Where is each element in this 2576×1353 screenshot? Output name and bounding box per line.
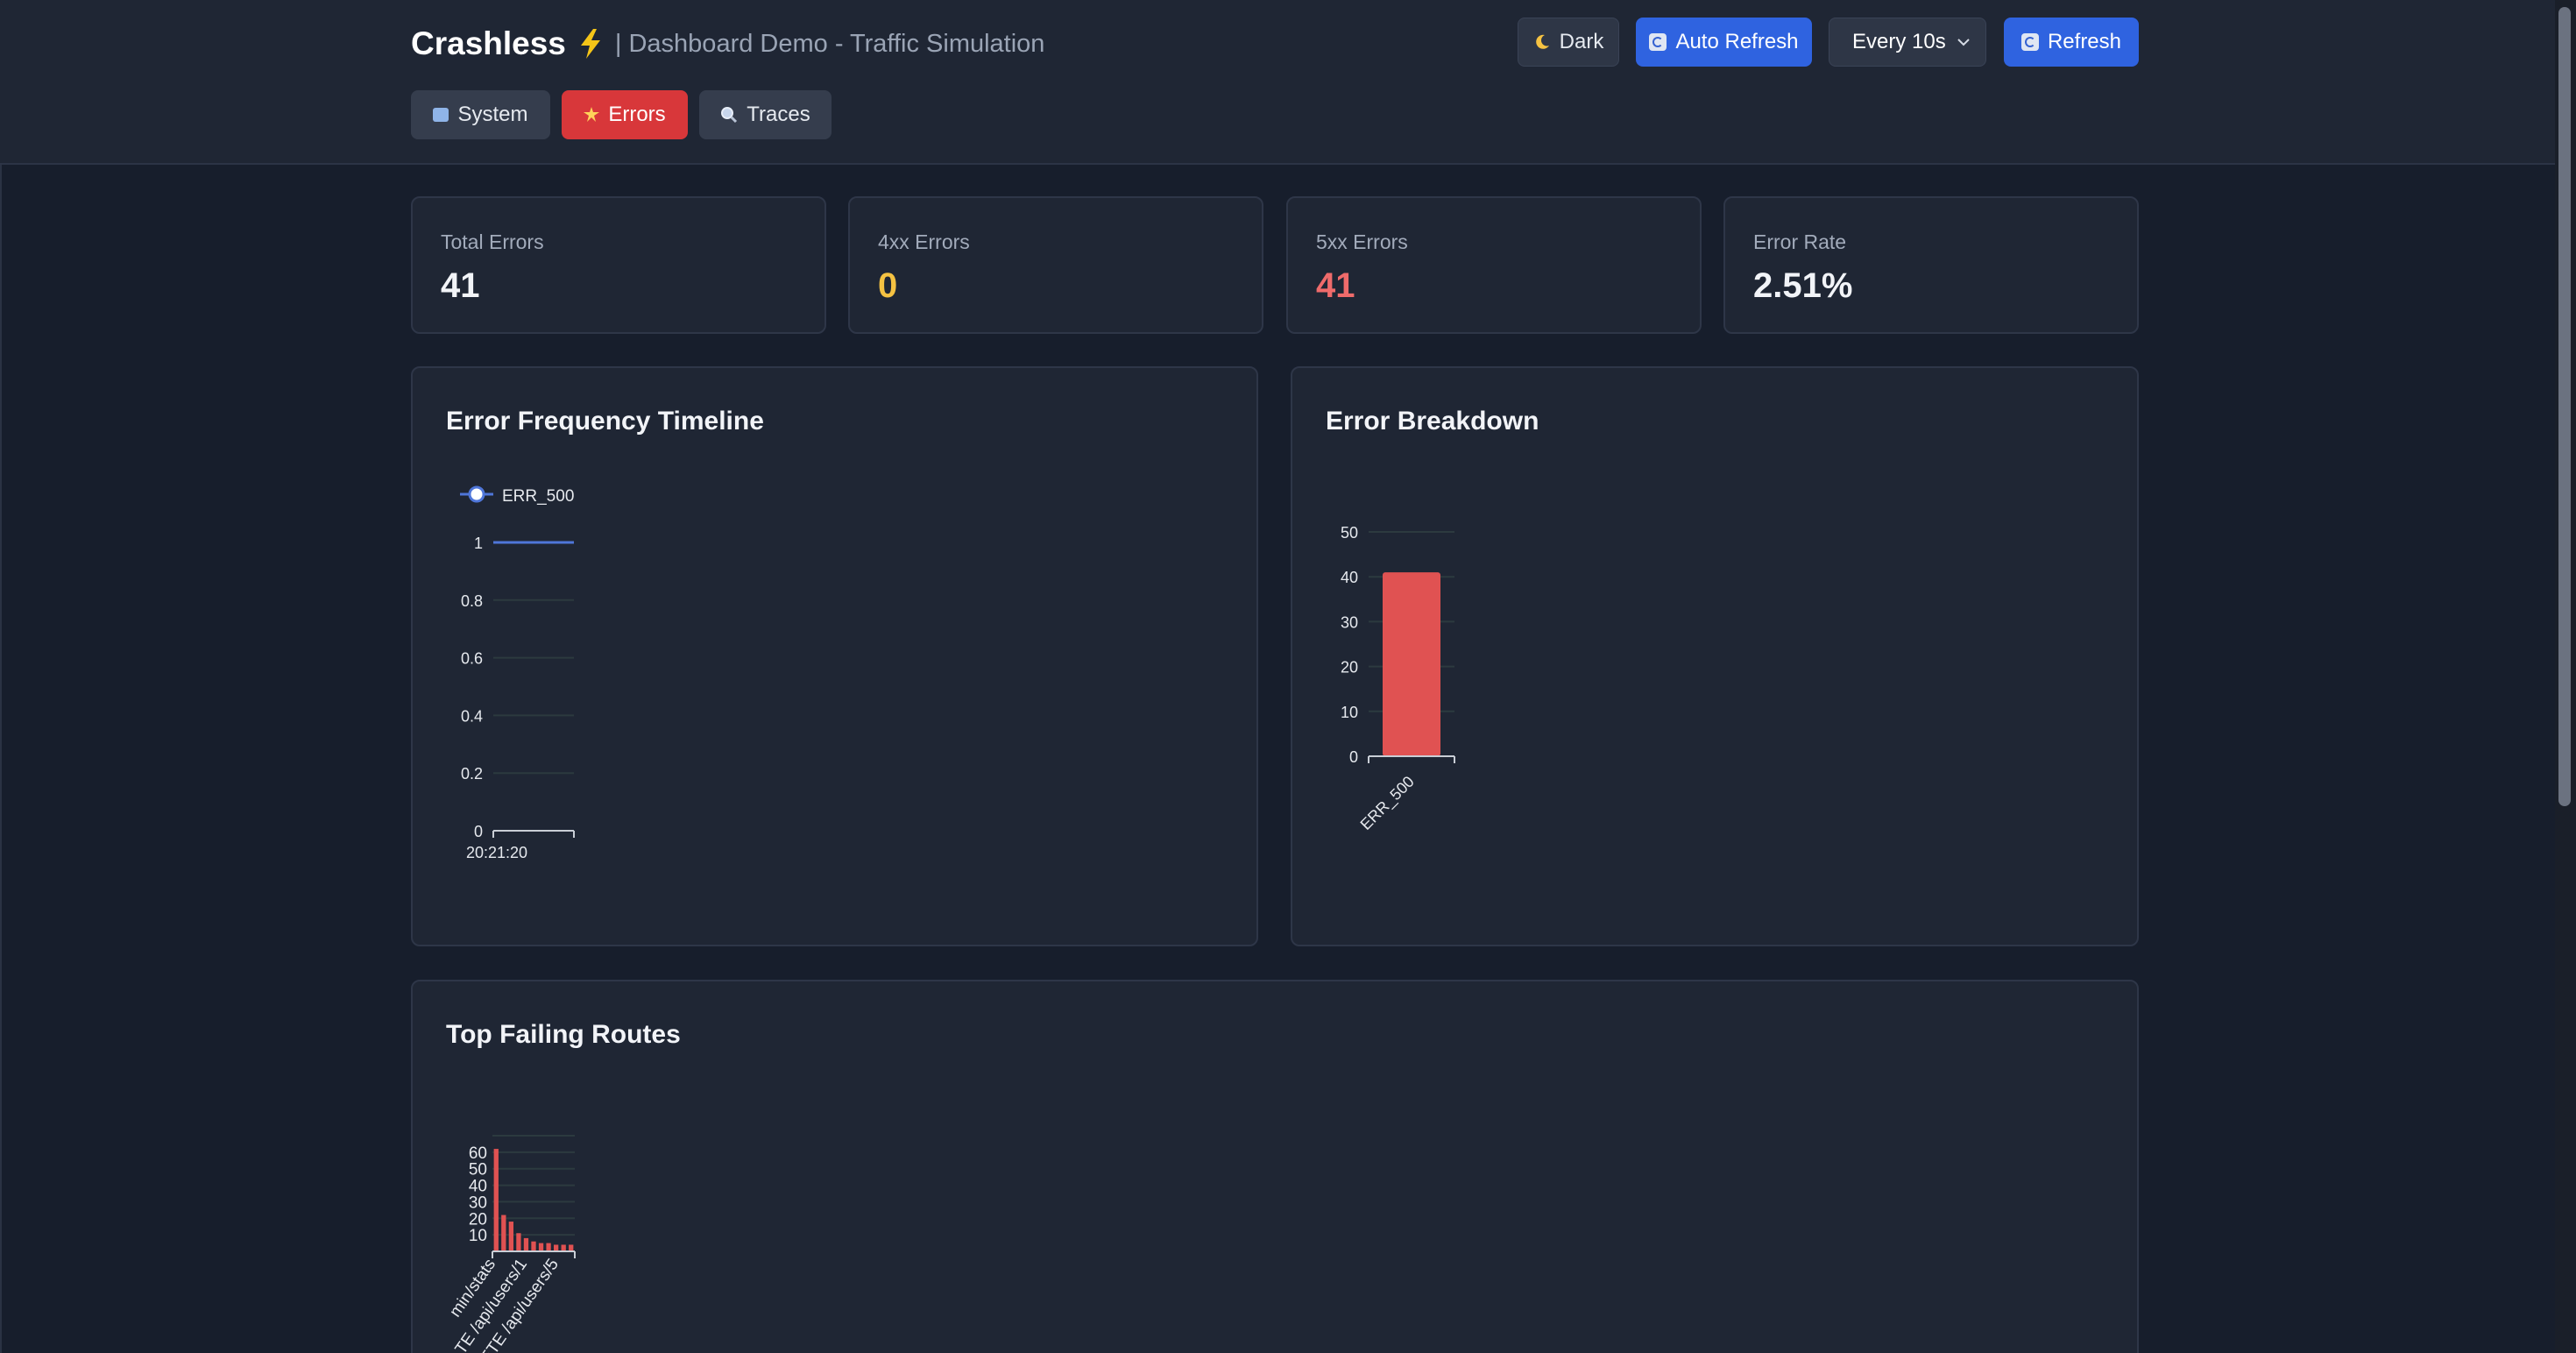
- stat-value: 41: [441, 266, 480, 305]
- legend-marker: [468, 485, 485, 503]
- tab-errors[interactable]: Errors: [562, 90, 688, 139]
- y-tick-label: 0: [474, 823, 483, 840]
- tab-errors-label: Errors: [608, 103, 666, 126]
- bar: [553, 1244, 559, 1251]
- auto-refresh-icon: [1649, 33, 1667, 51]
- bar: [531, 1241, 536, 1251]
- bar: [501, 1215, 506, 1251]
- top-bar: Crashless | Dashboard Demo - Traffic Sim…: [0, 0, 2555, 165]
- stat-card-4xx-errors: 4xx Errors 0: [848, 196, 1263, 334]
- y-tick-label: 60: [469, 1144, 487, 1163]
- y-tick-label: 40: [469, 1178, 487, 1196]
- y-tick-label: 0.6: [461, 650, 483, 668]
- moon-icon: [1535, 34, 1549, 49]
- stat-label: 4xx Errors: [878, 230, 970, 253]
- refresh-interval-select[interactable]: Every 10s: [1829, 18, 1986, 67]
- error-breakdown-panel: Error Breakdown 0 10 20 30 40 50 ERR_500: [1291, 366, 2139, 946]
- bar: [1383, 572, 1440, 756]
- auto-refresh-button[interactable]: Auto Refresh: [1636, 18, 1812, 67]
- chevron-down-icon: [1957, 39, 1970, 46]
- bar: [561, 1244, 566, 1251]
- stat-value: 0: [878, 266, 898, 305]
- panel-title: Error Breakdown: [1326, 407, 1539, 436]
- x-tick-label: 20:21:20: [466, 844, 527, 861]
- x-tick-label: ERR_500: [1356, 773, 1418, 834]
- y-tick-label: 20: [469, 1210, 487, 1229]
- legend-label: ERR_500: [502, 487, 574, 506]
- system-icon: [433, 108, 449, 122]
- y-tick-label: 30: [1341, 613, 1358, 631]
- y-tick-label: 50: [469, 1161, 487, 1179]
- panel-title: Error Frequency Timeline: [446, 407, 764, 436]
- error-breakdown-chart: 0 10 20 30 40 50 ERR_500: [1341, 524, 1455, 834]
- y-tick-label: 10: [1341, 704, 1358, 721]
- theme-toggle-label: Dark: [1559, 30, 1604, 53]
- y-tick-label: 20: [1341, 659, 1358, 676]
- y-tick-label: 0.2: [461, 765, 483, 783]
- bar: [523, 1237, 529, 1251]
- bar: [508, 1222, 514, 1251]
- stat-card-5xx-errors: 5xx Errors 41: [1286, 196, 1702, 334]
- refresh-label: Refresh: [2047, 30, 2122, 53]
- y-tick-label: 40: [1341, 569, 1358, 586]
- y-tick-label: 1: [474, 535, 483, 552]
- y-tick-label: 50: [1341, 524, 1358, 542]
- bar: [546, 1243, 551, 1251]
- bar: [516, 1233, 521, 1251]
- y-tick-label: 0.8: [461, 592, 483, 610]
- auto-refresh-label: Auto Refresh: [1675, 30, 1799, 53]
- bar: [538, 1243, 544, 1251]
- page-subtitle: | Dashboard Demo - Traffic Simulation: [614, 29, 1045, 58]
- error-timeline-panel: Error Frequency Timeline ERR_500 0 0.2 0.4 0…: [411, 366, 1258, 946]
- theme-toggle-button[interactable]: Dark: [1518, 18, 1619, 67]
- refresh-interval-value: Every 10s: [1852, 30, 1946, 53]
- tab-system-label: System: [457, 103, 528, 126]
- tab-traces[interactable]: Traces: [699, 90, 832, 139]
- bar: [569, 1244, 574, 1251]
- refresh-button[interactable]: Refresh: [2004, 18, 2139, 67]
- y-tick-label: 30: [469, 1194, 487, 1212]
- search-icon: [721, 107, 738, 124]
- errors-icon: [584, 107, 600, 122]
- y-tick-label: 0.4: [461, 707, 483, 725]
- refresh-icon: [2020, 33, 2039, 51]
- bar: [493, 1149, 499, 1251]
- stat-label: 5xx Errors: [1316, 230, 1408, 253]
- tab-system[interactable]: System: [411, 90, 550, 139]
- y-tick-label: 10: [469, 1227, 487, 1245]
- lightning-bolt-icon: [580, 29, 600, 59]
- tab-traces-label: Traces: [747, 103, 810, 126]
- app-name: Crashless: [411, 25, 566, 61]
- brand: Crashless | Dashboard Demo - Traffic Sim…: [411, 23, 1044, 65]
- stat-value: 41: [1316, 266, 1355, 305]
- stat-card-error-rate: Error Rate 2.51%: [1723, 196, 2139, 334]
- top-failing-routes-panel: Top Failing Routes 10 20 30 40 50 60 min/stats…: [411, 980, 2139, 1353]
- panel-title: Top Failing Routes: [446, 1020, 681, 1049]
- stat-label: Total Errors: [441, 230, 544, 253]
- stat-card-total-errors: Total Errors 41: [411, 196, 826, 334]
- stat-label: Error Rate: [1753, 230, 1847, 253]
- stat-value: 2.51%: [1753, 266, 1853, 305]
- error-timeline-chart: ERR_500 0 0.2 0.4 0.6 0.8 1 20:21:20: [460, 485, 575, 861]
- y-tick-label: 0: [1349, 748, 1358, 766]
- page-scrollbar-thumb[interactable]: [2558, 7, 2571, 806]
